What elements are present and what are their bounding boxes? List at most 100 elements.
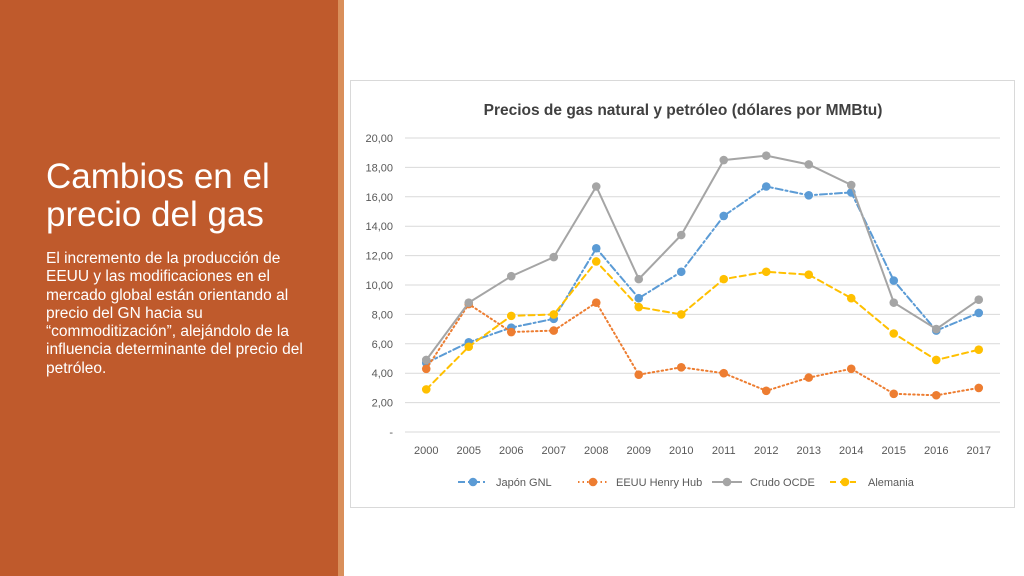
- x-tick-label: 2008: [584, 445, 608, 457]
- x-tick-label: 2010: [669, 445, 693, 457]
- data-point: [506, 327, 516, 337]
- accent-stripe: [338, 0, 344, 576]
- x-tick-label: 2007: [542, 445, 566, 457]
- data-point: [889, 298, 899, 307]
- y-tick-label: 20,00: [365, 133, 393, 145]
- y-tick-label: 18,00: [365, 162, 393, 174]
- data-point: [676, 267, 686, 277]
- data-point: [591, 243, 601, 253]
- line-chart: Precios de gas natural y petróleo (dólar…: [365, 102, 1000, 489]
- data-point: [719, 211, 729, 221]
- x-tick-label: 2014: [839, 445, 863, 457]
- data-point: [719, 155, 729, 165]
- series-line: [425, 185, 980, 364]
- legend-swatch-marker: [840, 477, 850, 487]
- y-tick-label: 8,00: [372, 309, 393, 321]
- x-tick-label: 2005: [457, 445, 481, 457]
- x-tick-label: 2017: [967, 445, 991, 457]
- data-point: [676, 363, 686, 372]
- data-point: [421, 385, 431, 394]
- data-point: [506, 271, 516, 281]
- legend-label: Alemania: [868, 477, 915, 489]
- data-point: [889, 329, 899, 338]
- series-0: [421, 182, 984, 368]
- x-axis-ticks: 2000 2005 2006 2007 2008 2009 2010 2011 2012 2013…: [414, 445, 991, 457]
- series-2: [421, 151, 984, 365]
- slide-body: El incremento de la producción de EEUU y…: [46, 250, 303, 377]
- data-point: [549, 310, 559, 319]
- slide-title: Cambios en el precio del gas: [46, 157, 270, 234]
- data-point: [846, 364, 856, 374]
- y-tick-label: 12,00: [365, 251, 393, 263]
- grid-lines: [405, 137, 1000, 433]
- data-point: [634, 293, 644, 303]
- legend-label: EEUU Henry Hub: [616, 477, 702, 489]
- legend-item: EEUU Henry Hub: [578, 477, 702, 489]
- y-tick-label: 16,00: [365, 192, 393, 204]
- data-point: [634, 302, 644, 312]
- data-point: [931, 324, 941, 334]
- data-point: [974, 345, 984, 354]
- data-point: [549, 326, 559, 335]
- legend-item: Alemania: [830, 477, 915, 489]
- data-point: [676, 230, 686, 240]
- data-point: [591, 182, 601, 191]
- legend-item: Japón GNL: [458, 477, 552, 489]
- x-tick-label: 2016: [924, 445, 948, 457]
- series-1: [421, 298, 984, 400]
- legend-label: Crudo OCDE: [750, 477, 815, 489]
- x-tick-label: 2006: [499, 445, 523, 457]
- data-point: [421, 355, 431, 365]
- data-point: [931, 355, 941, 365]
- chart-title: Precios de gas natural y petróleo (dólar…: [484, 102, 883, 119]
- left-panel: [0, 0, 338, 576]
- data-point: [804, 270, 814, 280]
- x-tick-label: 2012: [754, 445, 778, 457]
- y-tick-label: 14,00: [365, 221, 393, 233]
- data-point: [761, 182, 771, 191]
- x-tick-label: 2013: [797, 445, 821, 457]
- data-point: [634, 370, 644, 379]
- y-tick-label: 6,00: [372, 339, 393, 351]
- data-point: [931, 390, 941, 400]
- data-point: [591, 298, 601, 307]
- data-point: [761, 151, 771, 160]
- data-point: [974, 308, 984, 318]
- data-point: [804, 191, 814, 200]
- series-lines: [421, 151, 984, 400]
- legend-swatch-marker: [588, 477, 598, 487]
- y-tick-label: 10,00: [365, 280, 393, 292]
- x-tick-label: 2000: [414, 445, 438, 457]
- data-point: [421, 364, 431, 374]
- x-tick-label: 2015: [882, 445, 906, 457]
- data-point: [889, 389, 899, 399]
- legend-item: Crudo OCDE: [712, 477, 815, 489]
- y-axis-ticks: - 2,00 4,00 6,00 8,00 10,00 12,00 14,00 16,00 18,…: [365, 133, 393, 439]
- data-point: [889, 276, 899, 285]
- legend-swatch-marker: [722, 477, 732, 487]
- data-point: [761, 267, 771, 277]
- series-3: [421, 257, 984, 394]
- data-point: [464, 298, 474, 307]
- data-point: [676, 310, 686, 319]
- legend-label: Japón GNL: [496, 477, 552, 489]
- data-point: [591, 257, 601, 266]
- series-line: [425, 154, 980, 361]
- data-point: [804, 160, 814, 169]
- data-point: [761, 386, 771, 396]
- y-tick-label: 4,00: [372, 368, 393, 380]
- data-point: [846, 293, 856, 303]
- data-point: [506, 311, 516, 321]
- x-tick-label: 2009: [627, 445, 651, 457]
- series-line: [425, 301, 980, 397]
- data-point: [974, 295, 984, 304]
- x-tick-label: 2011: [712, 445, 736, 457]
- data-point: [719, 274, 729, 284]
- data-point: [719, 368, 729, 378]
- data-point: [974, 383, 984, 393]
- data-point: [804, 373, 814, 382]
- data-point: [846, 180, 856, 190]
- data-point: [464, 342, 474, 352]
- y-tick-label: 2,00: [372, 398, 393, 410]
- legend-swatch-marker: [468, 477, 478, 487]
